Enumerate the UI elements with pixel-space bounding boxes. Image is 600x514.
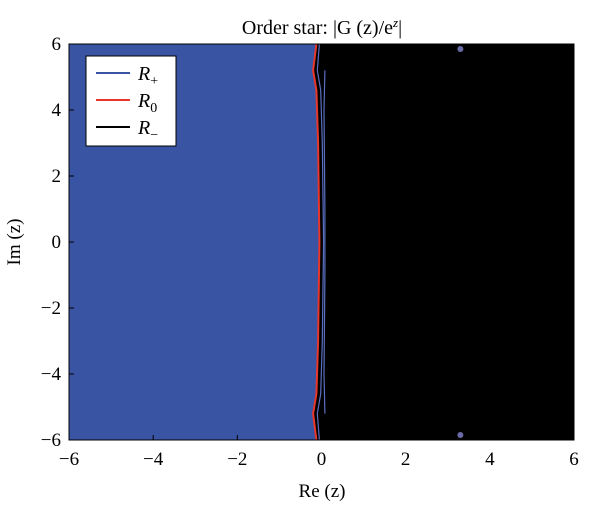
x-tick-label: −4: [143, 449, 164, 470]
x-tick-label: 0: [317, 449, 327, 470]
legend-label: R0: [137, 90, 157, 116]
x-axis-label: Re (z): [299, 481, 346, 502]
r-plus-contour-0: [316, 43, 325, 441]
legend-label: R−: [137, 117, 158, 143]
y-tick-label: −4: [41, 364, 62, 385]
x-tick-label: 6: [569, 449, 579, 470]
legend-label: R+: [137, 63, 158, 89]
y-tick-label: −2: [41, 298, 61, 319]
y-tick-label: 6: [52, 34, 62, 55]
y-tick-label: 4: [52, 100, 62, 121]
title-main-text: Order star: |G (z)/e: [242, 17, 393, 39]
y-tick-label: 0: [52, 232, 62, 253]
axes: −6 −4 −2 0 2 4 6 −6 −4 −2 0 2 4 6: [41, 34, 579, 470]
r-plus-contour-1: [323, 70, 326, 414]
x-tick-label: 2: [401, 449, 411, 470]
x-tick-label: −2: [227, 449, 247, 470]
pole-point-0: [457, 45, 464, 52]
r0-boundary-curve: [312, 43, 321, 441]
title-closing-bar: |: [398, 17, 402, 39]
x-tick-label: 4: [485, 449, 495, 470]
y-axis-label: Im (z): [4, 219, 25, 266]
pole-point-1: [457, 432, 464, 439]
legend: R+R0R−: [85, 55, 177, 147]
y-tick-label: −6: [41, 430, 61, 451]
title-superscript: z: [392, 15, 398, 30]
x-tick-label: −6: [59, 449, 79, 470]
chart-title: Order star: |G (z)/ez|: [242, 15, 402, 39]
plot-area: [69, 43, 574, 441]
y-tick-label: 2: [52, 166, 62, 187]
